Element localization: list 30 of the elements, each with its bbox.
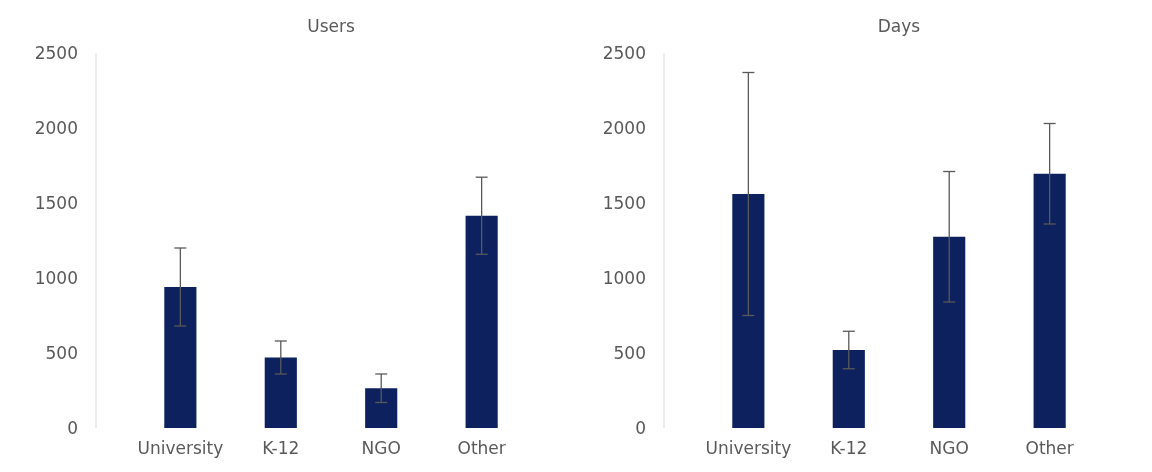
y-tick-label: 2000 [34, 117, 78, 138]
bar [365, 388, 398, 428]
y-tick-label: 500 [45, 342, 78, 363]
x-tick-label: Other [1025, 438, 1074, 458]
x-tick-label: University [137, 438, 224, 458]
bar [832, 350, 865, 428]
x-tick-label: K-12 [830, 438, 868, 458]
bar [465, 215, 498, 428]
y-tick-label: 0 [67, 417, 78, 438]
y-tick-label: 1000 [34, 267, 78, 288]
y-tick-label: 1000 [602, 267, 646, 288]
x-tick-label: University [705, 438, 792, 458]
y-tick-label: 1500 [602, 192, 646, 213]
bar [164, 287, 197, 428]
chart-title: Users [307, 16, 355, 36]
bar [264, 357, 297, 428]
bar [1033, 173, 1066, 428]
y-tick-label: 500 [613, 342, 646, 363]
bar [933, 236, 966, 428]
y-tick-label: 2500 [34, 42, 78, 63]
y-tick-label: 0 [635, 417, 646, 438]
x-tick-label: K-12 [262, 438, 300, 458]
x-tick-label: Other [457, 438, 506, 458]
y-tick-label: 2500 [602, 42, 646, 63]
x-tick-label: NGO [361, 438, 401, 458]
chart-title: Days [877, 16, 921, 36]
y-tick-label: 2000 [602, 117, 646, 138]
x-tick-label: NGO [929, 438, 969, 458]
y-tick-label: 1500 [34, 192, 78, 213]
bar [732, 194, 765, 428]
